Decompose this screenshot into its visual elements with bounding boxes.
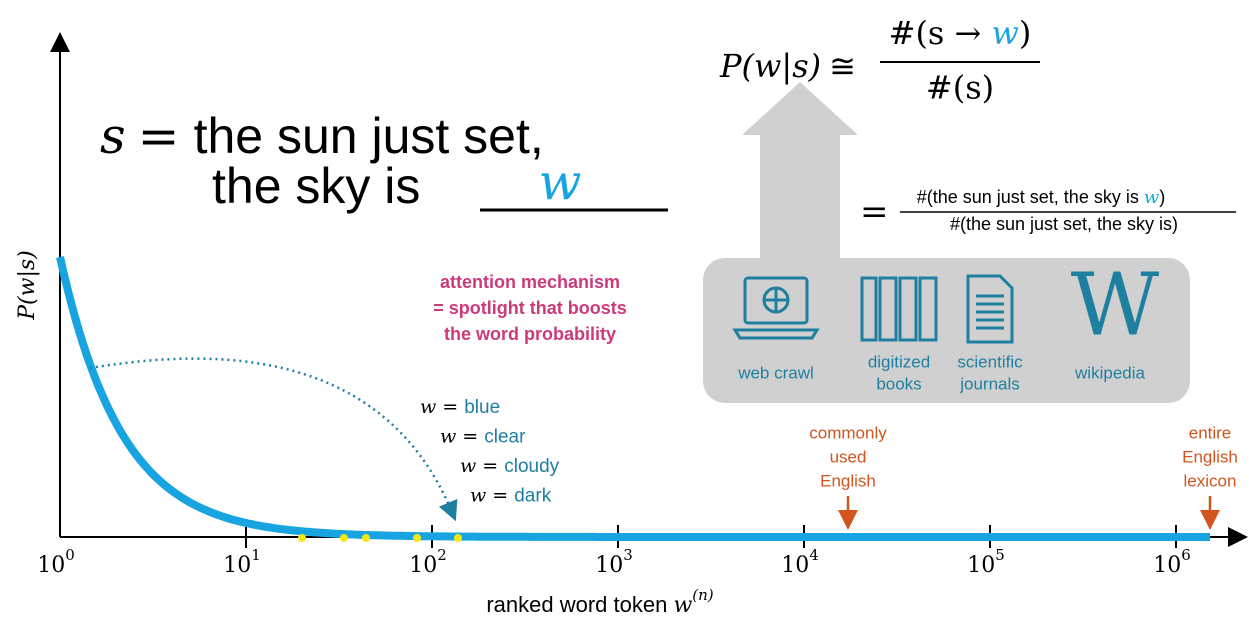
formula-equals: = [860,192,889,232]
candidate-word: w = clear [440,426,526,448]
y-axis-label: P(w|s) [15,250,40,321]
attention-text: attention mechanism [440,272,620,292]
formula-numerator2: #(the sun just set, the sky is w) [917,187,1166,208]
attention-text: = spotlight that boosts [433,298,627,318]
source-label: web crawl [737,363,814,382]
source-label: journals [959,374,1020,393]
blank-word: w [539,153,582,211]
marker-label: English [1182,447,1238,466]
attention-text: the word probability [444,324,616,344]
sentence-line1: s = the sun just set, [100,107,544,165]
sentence-line2: the sky is [212,158,420,214]
candidate-word: w = blue [420,396,500,418]
formula-denominator: #(s) [926,69,994,107]
x-tick-label: 102 [409,546,447,578]
source-label: wikipedia [1074,363,1145,382]
sources-box [703,258,1190,403]
x-tick-label: 101 [223,546,261,578]
probability-curve [56,256,1210,541]
candidate-dots [298,534,462,542]
dotted-arrow [89,357,458,522]
x-tick-label: 104 [781,546,819,578]
source-label: books [876,374,921,393]
formula-numerator: #(s → w) [889,14,1032,52]
source-label: digitized [868,352,930,371]
formula-denominator2: #(the sun just set, the sky is) [950,214,1178,234]
x-tick-label: 105 [967,546,1005,578]
marker-label: used [830,447,867,466]
wikipedia-icon: W [1071,256,1160,356]
x-tick-label: 100 [37,546,75,578]
candidate-word: w = dark [470,485,552,507]
x-axis-label: ranked word token w(n) [486,586,713,618]
candidate-word: w = cloudy [460,455,560,477]
up-arrow [742,82,858,260]
marker-label: entire [1189,423,1232,442]
formula-lhs: P(w|s) ≅ [719,47,856,85]
source-label: scientific [957,352,1023,371]
x-tick-label: 106 [1153,546,1191,578]
source-icons [732,274,1014,344]
marker-label: lexicon [1184,471,1237,490]
x-tick-label: 103 [595,546,633,578]
marker-label: English [820,471,876,490]
marker-label: commonly [809,423,887,442]
